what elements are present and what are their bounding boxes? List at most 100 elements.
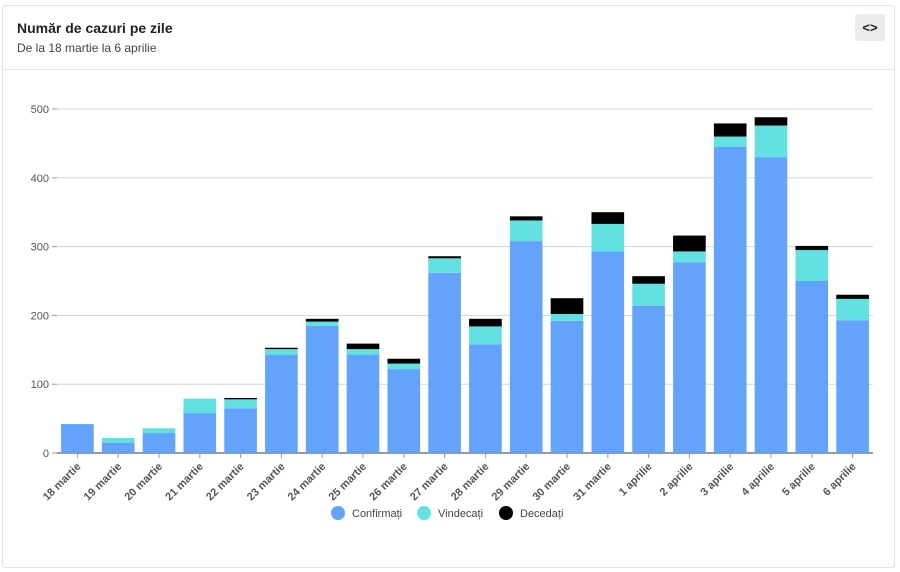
bar-Vindecați-23 martie[interactable] <box>265 349 298 355</box>
bar-Vindecați-19 martie[interactable] <box>101 437 135 443</box>
x-tick-label: 24 martie <box>286 461 329 504</box>
bar-Confirmați-20 martie[interactable] <box>142 433 176 453</box>
x-tick-label: 4 aprilie <box>739 461 777 499</box>
bar-Vindecați-27 martie[interactable] <box>428 258 461 273</box>
y-tick-label: 0 <box>43 448 49 460</box>
bar-Confirmați-22 martie[interactable] <box>224 408 257 453</box>
legend-item-Vindecați[interactable]: Vindecați <box>417 506 483 520</box>
chart-title: Număr de cazuri pe zile <box>17 20 173 36</box>
legend: Confirmați Vindecați Decedați <box>331 506 563 520</box>
x-tick-label: 27 martie <box>408 461 451 504</box>
bar-Vindecați-28 martie[interactable] <box>469 326 502 345</box>
bar-Decedați-4 aprilie[interactable] <box>754 117 788 126</box>
bar-Decedați-27 martie[interactable] <box>428 256 461 259</box>
bar-Decedați-29 martie[interactable] <box>509 216 543 221</box>
bar-Decedați-28 martie[interactable] <box>469 318 502 327</box>
bar-Confirmați-26 martie[interactable] <box>387 369 421 453</box>
bar-Vindecați-5 aprilie[interactable] <box>795 250 829 281</box>
y-tick-label: 400 <box>31 173 49 185</box>
legend-item-Confirmați[interactable]: Confirmați <box>331 506 402 520</box>
bar-Vindecați-26 martie[interactable] <box>387 363 421 370</box>
bar-Confirmați-28 martie[interactable] <box>469 344 502 453</box>
embed-code-button[interactable]: <> <box>855 14 885 41</box>
bar-Confirmați-4 aprilie[interactable] <box>754 157 788 453</box>
x-tick-label: 6 aprilie <box>821 461 859 499</box>
bar-Confirmați-6 aprilie[interactable] <box>836 320 869 453</box>
bar-Vindecați-22 martie[interactable] <box>224 399 257 409</box>
bar-Decedați-6 aprilie[interactable] <box>836 294 869 299</box>
card-header: Număr de cazuri pe zile De la 18 martie … <box>3 6 894 70</box>
y-axis: 0 100 200 300 400 500 <box>31 104 57 460</box>
legend-dot <box>499 506 513 520</box>
bar-Confirmați-19 martie[interactable] <box>101 442 135 453</box>
x-tick-label: 25 martie <box>326 461 369 504</box>
bars <box>61 117 869 453</box>
x-tick-label: 18 martie <box>41 461 84 504</box>
legend-item-Decedați[interactable]: Decedați <box>499 506 563 520</box>
code-icon: <> <box>862 20 878 35</box>
bar-Confirmați-25 martie[interactable] <box>346 354 380 453</box>
chart-subtitle: De la 18 martie la 6 aprilie <box>17 41 157 55</box>
bar-Vindecați-1 aprilie[interactable] <box>632 283 665 306</box>
bar-Decedați-25 martie[interactable] <box>346 343 380 350</box>
y-tick-label: 100 <box>31 379 49 391</box>
bar-Confirmați-3 aprilie[interactable] <box>713 146 747 453</box>
bar-Vindecați-29 martie[interactable] <box>509 220 543 242</box>
x-tick-label: 19 martie <box>82 461 125 504</box>
x-tick-label: 3 aprilie <box>698 461 736 499</box>
bar-Vindecați-4 aprilie[interactable] <box>754 125 788 158</box>
legend-dot <box>331 506 345 520</box>
x-tick-label: 28 martie <box>449 461 492 504</box>
y-tick-label: 300 <box>31 242 49 254</box>
bar-Decedați-26 martie[interactable] <box>387 358 421 364</box>
y-tick-label: 200 <box>31 310 49 322</box>
bar-Vindecați-30 martie[interactable] <box>550 314 584 321</box>
bar-Confirmați-27 martie[interactable] <box>428 272 461 453</box>
bar-Vindecați-20 martie[interactable] <box>142 428 176 434</box>
bar-Decedați-1 aprilie[interactable] <box>632 276 665 284</box>
legend-dot <box>417 506 431 520</box>
bar-Decedați-30 martie[interactable] <box>550 298 584 315</box>
bar-Decedați-3 aprilie[interactable] <box>713 123 747 137</box>
x-tick-label: 2 aprilie <box>658 461 696 499</box>
bar-Vindecați-24 martie[interactable] <box>305 321 339 326</box>
bar-Confirmați-24 martie[interactable] <box>305 325 339 453</box>
bar-Confirmați-21 martie[interactable] <box>183 413 217 453</box>
x-tick-label: 23 martie <box>245 461 288 504</box>
x-tick-label: 20 martie <box>122 461 165 504</box>
bar-Confirmați-29 martie[interactable] <box>509 241 543 453</box>
x-tick-label: 31 martie <box>571 461 614 504</box>
bar-Decedați-31 martie[interactable] <box>591 212 625 224</box>
x-tick-label: 30 martie <box>530 461 573 504</box>
bar-Confirmați-2 aprilie[interactable] <box>673 262 706 453</box>
legend-label: Decedați <box>520 508 563 520</box>
bar-Confirmați-23 martie[interactable] <box>265 354 298 453</box>
x-tick-label: 22 martie <box>204 461 247 504</box>
bar-Confirmați-31 martie[interactable] <box>591 251 625 453</box>
bar-Decedați-2 aprilie[interactable] <box>673 235 706 252</box>
bar-Vindecați-25 martie[interactable] <box>346 349 380 355</box>
bar-Vindecați-21 martie[interactable] <box>183 398 217 414</box>
x-tick-label: 5 aprilie <box>780 461 818 499</box>
y-tick-label: 500 <box>31 104 49 116</box>
bar-Confirmați-30 martie[interactable] <box>550 320 584 453</box>
x-tick-label: 21 martie <box>163 461 206 504</box>
bar-Decedați-22 martie[interactable] <box>224 397 257 400</box>
bar-Confirmați-5 aprilie[interactable] <box>795 281 829 453</box>
grid-lines <box>57 108 873 454</box>
bar-Vindecați-2 aprilie[interactable] <box>673 251 706 263</box>
bar-Vindecați-3 aprilie[interactable] <box>713 136 747 147</box>
bar-Decedați-23 martie[interactable] <box>265 347 298 350</box>
x-tick-label: 1 aprilie <box>617 461 655 499</box>
bar-Vindecați-6 aprilie[interactable] <box>836 298 869 321</box>
bar-Vindecați-31 martie[interactable] <box>591 223 625 252</box>
bar-Decedați-5 aprilie[interactable] <box>795 245 829 251</box>
x-tick-label: 29 martie <box>490 461 533 504</box>
legend-label: Confirmați <box>352 508 402 520</box>
bar-Confirmați-1 aprilie[interactable] <box>632 305 665 453</box>
bar-Confirmați-18 martie[interactable] <box>61 424 94 453</box>
x-tick-label: 26 martie <box>367 461 410 504</box>
bar-Decedați-24 martie[interactable] <box>305 318 339 322</box>
